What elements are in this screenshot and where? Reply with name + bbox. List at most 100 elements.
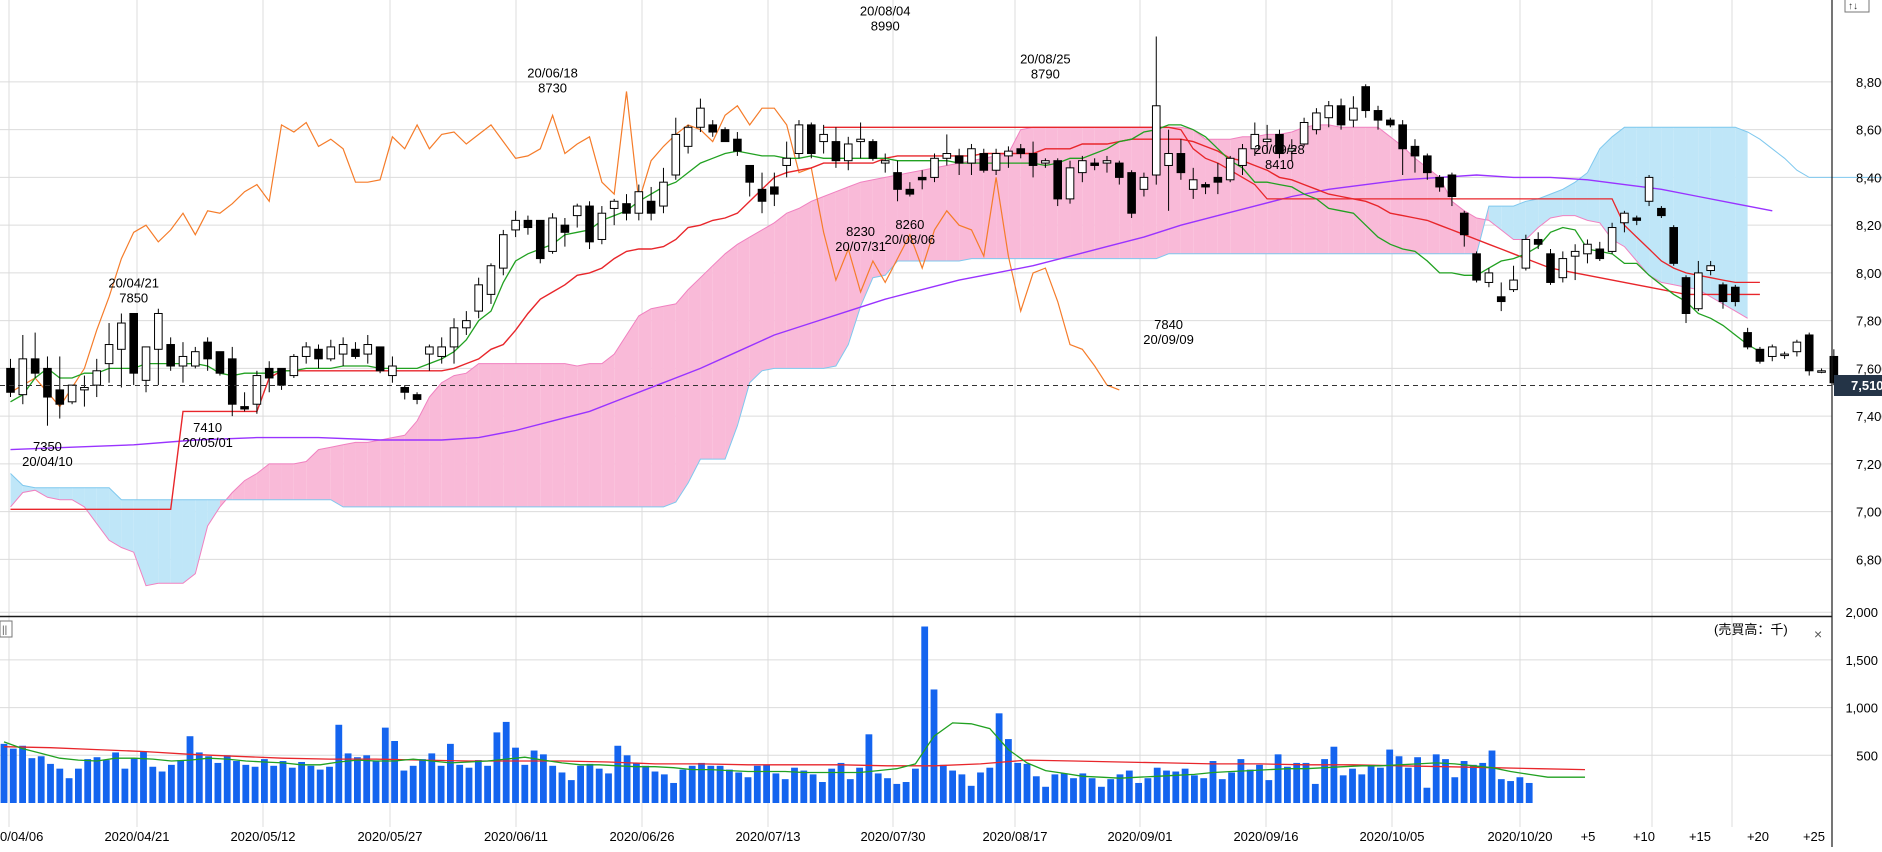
candle: [795, 120, 803, 158]
candle-body-down: [413, 395, 421, 400]
candle-body-down: [7, 368, 15, 392]
candle: [1584, 239, 1592, 263]
volume-bar: [1052, 774, 1059, 803]
volume-bar: [661, 774, 668, 803]
candle-body-down: [647, 201, 655, 213]
candle: [450, 318, 458, 363]
volume-bar: [670, 783, 677, 803]
candle-body-down: [832, 142, 840, 161]
volume-bars: [1, 627, 1533, 803]
volume-bar: [438, 766, 445, 803]
candle-body-up: [610, 201, 618, 208]
cloud-segment-bull: [774, 213, 786, 368]
volume-bar: [56, 769, 63, 803]
candle-body-up: [142, 347, 150, 380]
candle-body-down: [1029, 154, 1037, 166]
volume-bar: [559, 772, 566, 803]
price-tick-label: 7,400: [1856, 409, 1882, 424]
date-tick-label: 2020/06/26: [609, 829, 674, 844]
volume-bar: [1, 744, 8, 803]
scroll-arrows-icon[interactable]: ↑↓: [1845, 0, 1869, 12]
cloud-segment-bull: [306, 450, 318, 500]
volume-bar: [326, 767, 333, 803]
candle-body-up: [1140, 177, 1148, 189]
candle: [598, 206, 606, 244]
volume-bar: [587, 764, 594, 803]
candle: [1152, 37, 1160, 185]
cloud-segment-bull: [429, 383, 441, 507]
cloud-segment-bull: [1033, 127, 1045, 258]
volume-bar: [242, 765, 249, 803]
candle-body-up: [1239, 149, 1247, 166]
candle-body-up: [1300, 122, 1308, 143]
pane-resize-handle[interactable]: ||: [0, 621, 12, 637]
volume-bar: [698, 763, 705, 803]
cloud-segment-bull: [331, 445, 343, 507]
candle-body-down: [265, 368, 273, 378]
volume-bar: [940, 765, 947, 803]
annotation-price: 8990: [871, 19, 900, 34]
candle-body-down: [1128, 173, 1136, 214]
candle: [1818, 368, 1826, 373]
cloud-segment-bull: [787, 208, 799, 368]
volume-bar: [735, 772, 742, 803]
candle: [1128, 170, 1136, 218]
cloud-segment-bull: [368, 440, 380, 507]
candle-body-up: [253, 376, 261, 405]
candle: [1608, 223, 1616, 254]
candle-body-up: [857, 139, 865, 141]
volume-bar: [1405, 768, 1412, 803]
date-tick-label: 2020/06/11: [484, 829, 548, 844]
candle-body-up: [783, 158, 791, 165]
candle-body-up: [389, 366, 397, 376]
candle-body-down: [1202, 185, 1210, 187]
volume-bar: [1089, 778, 1096, 803]
candle-body-down: [216, 352, 224, 373]
volume-bar: [810, 774, 817, 803]
candle: [376, 347, 384, 373]
cloud-segment-bear: [183, 500, 195, 584]
candle: [980, 149, 988, 173]
candle: [844, 137, 852, 170]
candle-body-up: [672, 134, 680, 175]
last-price-tag: 7,510: [1834, 375, 1882, 396]
candle-body-down: [44, 368, 52, 397]
cloud-segment-bull: [725, 244, 737, 459]
candle-body-down: [1670, 228, 1678, 264]
date-tick-label: +25: [1803, 829, 1825, 844]
cloud-segment-bear: [84, 488, 96, 524]
volume-bar: [903, 782, 910, 803]
volume-bar: [177, 760, 184, 803]
volume-bar: [996, 713, 1003, 803]
volume-bar: [1200, 778, 1207, 803]
candle-body-down: [315, 349, 323, 359]
candle-body-down: [1658, 208, 1666, 215]
cloud-segment-bull: [700, 266, 712, 459]
date-tick-label: +20: [1747, 829, 1769, 844]
cloud-segment-bear: [134, 500, 146, 586]
candle-body-up: [1042, 161, 1050, 163]
candle: [1645, 175, 1653, 206]
candle-body-up: [1485, 273, 1493, 283]
candle: [549, 213, 557, 254]
volume-bar: [1517, 777, 1524, 803]
cloud-segment-bull: [1095, 127, 1107, 258]
candle-body-up: [1608, 228, 1616, 252]
volume-bar: [745, 777, 752, 803]
volume-bar: [66, 778, 73, 803]
volume-bar: [1275, 754, 1282, 803]
volume-bar: [1228, 772, 1235, 803]
cloud-segment-bull: [737, 237, 749, 426]
candle-body-down: [561, 225, 569, 232]
candle: [709, 120, 717, 137]
candle: [869, 139, 877, 160]
cloud-segment-bull: [319, 447, 331, 500]
volume-bar: [1451, 777, 1458, 803]
candle-body-down: [623, 204, 631, 214]
candle: [561, 218, 569, 247]
volume-tick-label: 1,500: [1845, 653, 1878, 668]
cloud-segment-bull: [392, 435, 404, 507]
volume-close-icon[interactable]: ×: [1814, 626, 1822, 642]
